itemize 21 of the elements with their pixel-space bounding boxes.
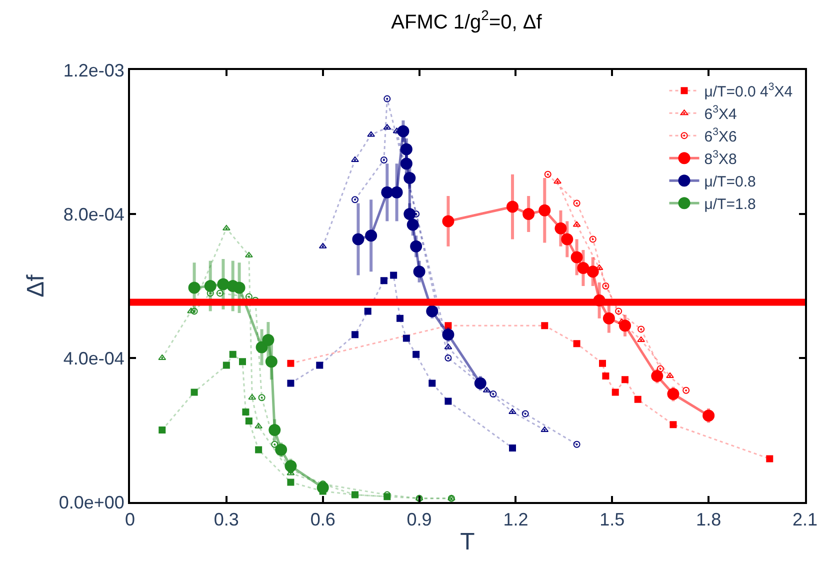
legend-label: 6$^{3}$X6 bbox=[704, 126, 737, 146]
x-tick-label: 2.1 bbox=[792, 510, 818, 530]
x-tick-label: 0.9 bbox=[406, 510, 432, 530]
y-axis-title: Δf bbox=[22, 274, 50, 298]
legend-label: μ/T=1.8 bbox=[704, 196, 756, 213]
x-tick-label: 1.2 bbox=[503, 510, 528, 530]
x-tick-label: 1.5 bbox=[600, 510, 625, 530]
x-tick-label: 0.6 bbox=[310, 510, 336, 530]
chart-title: AFMC 1/g$^{2}$=0, Δf bbox=[391, 6, 542, 34]
x-axis-title: T bbox=[460, 528, 476, 556]
x-tick-label: 1.8 bbox=[696, 510, 722, 530]
legend-label: 6$^{3}$X4 bbox=[704, 104, 737, 123]
y-tick-label: 0.0e+00 bbox=[58, 492, 124, 512]
legend-label: 8$^{3}$X8 bbox=[704, 148, 737, 168]
y-tick-label: 1.2e-03 bbox=[63, 60, 124, 80]
legend-label: μ/T=0.8 bbox=[704, 173, 756, 190]
x-tick-label: 0.3 bbox=[214, 510, 239, 530]
legend-label: μ/T=0.0 4$^{3}$X4 bbox=[704, 81, 793, 100]
x-tick-label: 0 bbox=[124, 510, 136, 530]
y-tick-label: 4.0e-04 bbox=[63, 348, 124, 368]
y-tick-label: 8.0e-04 bbox=[63, 204, 124, 224]
